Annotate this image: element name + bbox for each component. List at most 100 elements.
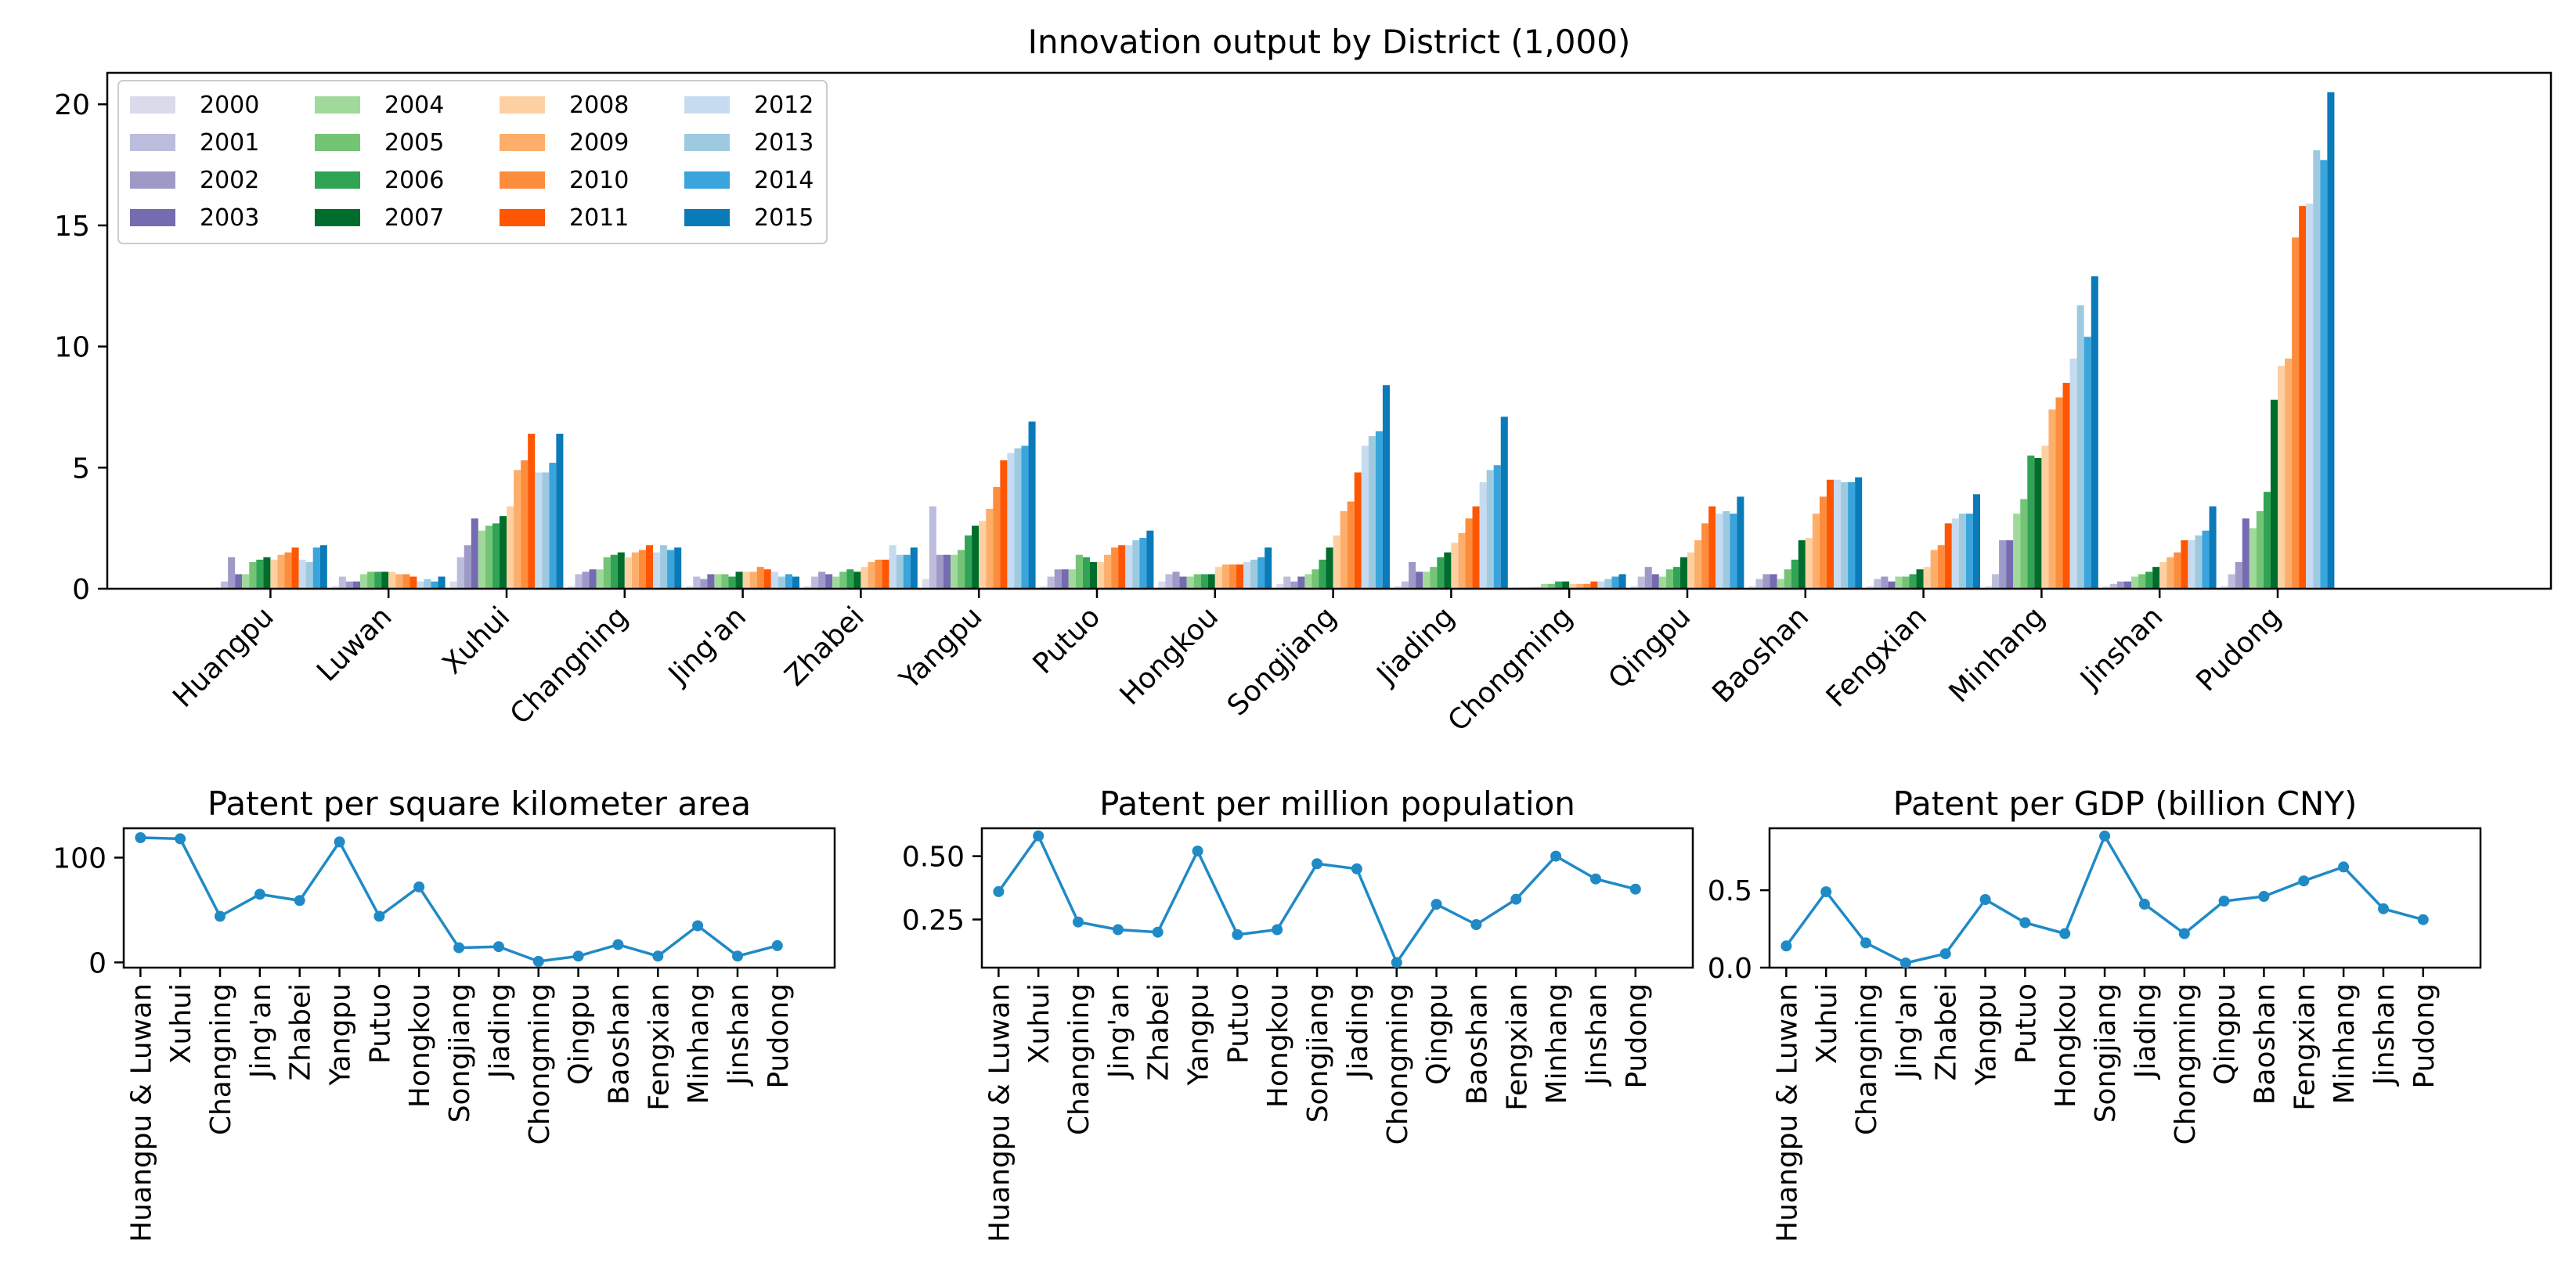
legend-label-2001: 2001 (200, 129, 259, 157)
bar-2007-minhang (2034, 457, 2042, 589)
bar-2004-jiading (1423, 571, 1431, 589)
bar-2006-fengxian (1909, 574, 1917, 589)
x-tick-label: Putuo (1027, 600, 1107, 680)
x-tick-label: Changning (1851, 983, 1883, 1135)
bar-2014-qingpu (1730, 514, 1737, 589)
y-tick-label: 0 (72, 574, 90, 606)
bar-2000-hongkou (1158, 581, 1166, 589)
bar-2010-jiading (1465, 518, 1473, 589)
bar-2015-fengxian (1972, 494, 1980, 589)
bar-2009-hongkou (1221, 564, 1229, 589)
bar-2000-jiading (1394, 586, 1402, 589)
bar-2002-qingpu (1644, 567, 1652, 589)
x-tick-label: Jiading (1370, 600, 1461, 691)
x-tick-label: Putuo (364, 983, 396, 1064)
legend-label-2010: 2010 (569, 167, 629, 194)
bar-2007-fengxian (1916, 569, 1924, 589)
x-tick-label: Zhabei (779, 600, 871, 692)
bar-2000-changning (568, 586, 575, 589)
bar-2006-changning (610, 554, 618, 589)
bar-2009-huangpu (277, 554, 285, 589)
x-tick-label: Pudong (2190, 600, 2287, 698)
data-point-baoshan (612, 939, 624, 950)
data-point-fengxian (652, 950, 664, 962)
bar-2015-qingpu (1737, 496, 1744, 589)
legend-swatch-2002 (130, 171, 175, 189)
data-point-qingpu (572, 950, 584, 962)
bar-2006-songjiang (1319, 559, 1326, 589)
data-point-songjiang (453, 942, 465, 954)
bar-2003-qingpu (1651, 574, 1659, 589)
bar-2009-putuo (1104, 554, 1112, 589)
bar-2015-yangpu (1028, 421, 1036, 589)
x-tick-label: Pudong (763, 983, 795, 1088)
bar-2013-xuhui (542, 472, 550, 589)
bar-2012-yangpu (1007, 453, 1015, 589)
bar-2004-changning (596, 569, 604, 589)
bar-2013-jiading (1486, 470, 1494, 589)
bar-2010-songjiang (1347, 501, 1355, 589)
bar-2004-xuhui (478, 530, 485, 589)
bar-2013-songjiang (1368, 436, 1376, 589)
bar-2013-fengxian (1958, 514, 1966, 589)
bar-2014-luwan (431, 581, 438, 589)
bar-2001-yangpu (929, 506, 936, 589)
bar-2011-fengxian (1944, 523, 1952, 589)
x-tick-label: Changning (504, 600, 634, 730)
bar-2001-pudong (2228, 574, 2235, 589)
x-tick-label: Xuhui (165, 983, 197, 1064)
bar-2001-jiading (1402, 581, 1409, 589)
bar-2013-jinshan (2195, 535, 2203, 589)
x-tick-label: Putuo (1222, 983, 1254, 1064)
bar-2001-qingpu (1637, 576, 1645, 589)
bar-2006-jiading (1437, 557, 1445, 589)
bar-2001-minhang (1992, 574, 2000, 589)
x-tick-label: Jinshan (1581, 983, 1613, 1087)
legend-label-2005: 2005 (384, 129, 444, 157)
bar-2014-putuo (1139, 538, 1147, 589)
x-tick-label: Qingpu (564, 983, 596, 1085)
y-tick-label: 15 (54, 211, 90, 243)
bar-2005-putuo (1075, 554, 1083, 589)
bar-2012-songjiang (1361, 445, 1369, 589)
data-point-chongming (2178, 928, 2190, 939)
legend-label-2011: 2011 (569, 204, 629, 232)
plot-frame (1768, 827, 2482, 969)
bar-2003-zhabei (825, 574, 833, 589)
bar-2000-fengxian (1867, 586, 1874, 589)
bar-2008-minhang (2041, 445, 2049, 589)
data-point-baoshan (2258, 891, 2270, 902)
bar-2011-songjiang (1354, 472, 1362, 589)
bar-2010-chongming (1583, 583, 1591, 589)
data-point-fengxian (1510, 893, 1522, 905)
series-line (997, 833, 1636, 966)
bar-2013-pudong (2313, 150, 2321, 589)
y-tick-label: 0 (88, 947, 106, 979)
legend-box (117, 80, 828, 244)
bar-2008-putuo (1097, 561, 1105, 589)
x-tick-label: Putuo (2010, 983, 2042, 1064)
x-tick-label: Fengxian (2289, 983, 2321, 1111)
bar-2009-jiading (1458, 532, 1466, 589)
bar-2010-jingan (756, 567, 764, 589)
bar-2006-qingpu (1672, 567, 1680, 589)
bar-2006-pudong (2263, 492, 2271, 589)
x-tick-label: Songjiang (1302, 983, 1334, 1123)
bar-2014-chongming (1611, 576, 1619, 589)
bar-2001-jinshan (2109, 583, 2117, 589)
bar-2005-huangpu (249, 561, 257, 589)
bar-2006-yangpu (965, 535, 972, 589)
legend-swatch-2014 (684, 171, 730, 189)
bar-2010-luwan (402, 574, 410, 589)
data-point-songjiang (2099, 830, 2111, 842)
bar-2004-minhang (2013, 514, 2021, 589)
bar-2005-jingan (721, 574, 729, 589)
x-tick-label: Changning (1063, 983, 1095, 1135)
legend-label-2003: 2003 (200, 204, 259, 232)
series-line (1784, 832, 2424, 965)
bar-2011-qingpu (1708, 506, 1716, 589)
bar-2008-zhabei (860, 567, 868, 589)
bar-2009-yangpu (986, 508, 994, 589)
bar-2002-baoshan (1762, 574, 1770, 589)
x-tick-label: Xuhui (1023, 983, 1055, 1064)
